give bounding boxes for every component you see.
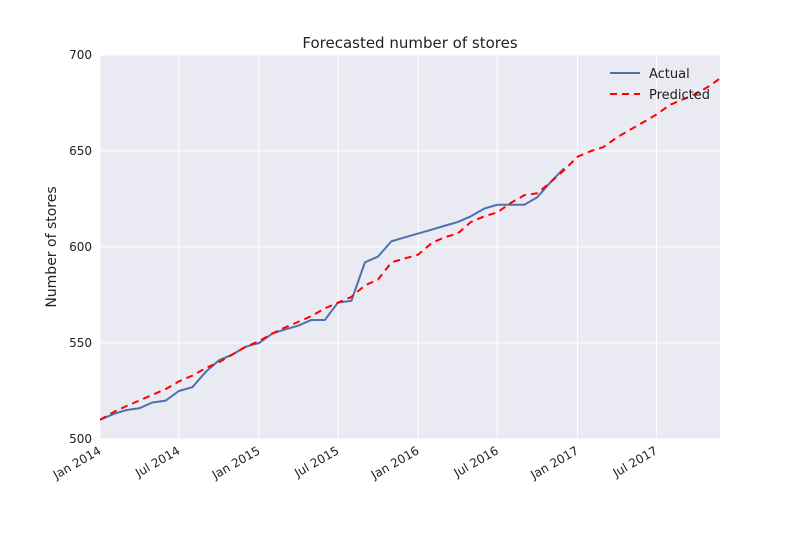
series-lines <box>100 77 720 421</box>
x-tick-label: Jul 2017 <box>610 443 660 480</box>
x-tick-label: Jan 2017 <box>527 443 581 482</box>
x-tick-label: Jan 2015 <box>209 443 263 482</box>
y-tick-label: 600 <box>69 240 92 254</box>
y-tick-label: 650 <box>69 144 92 158</box>
predicted-legend-label: Predicted <box>649 88 710 103</box>
y-tick-label: 550 <box>69 336 92 350</box>
grid-lines <box>99 54 720 440</box>
chart-title: Forecasted number of stores <box>302 34 517 52</box>
x-tick-label: Jan 2016 <box>368 443 422 482</box>
x-tick-labels: Jan 2014 Jul 2014 Jan 2015 Jul 2015 Jan 2016… <box>50 443 660 482</box>
x-tick-label: Jul 2016 <box>451 443 501 480</box>
y-axis-label: Number of stores <box>44 186 60 307</box>
x-tick-label: Jul 2014 <box>132 443 182 480</box>
x-tick-label: Jan 2014 <box>50 443 104 482</box>
legend: Actual Predicted <box>610 67 710 103</box>
predicted-series-line <box>100 77 720 421</box>
y-tick-label: 500 <box>69 432 92 446</box>
actual-series-line <box>100 167 565 421</box>
x-tick-label: Jul 2015 <box>291 443 341 480</box>
actual-legend-label: Actual <box>649 67 690 82</box>
y-tick-labels: 500 550 600 650 700 <box>69 48 92 446</box>
y-tick-label: 700 <box>69 48 92 62</box>
